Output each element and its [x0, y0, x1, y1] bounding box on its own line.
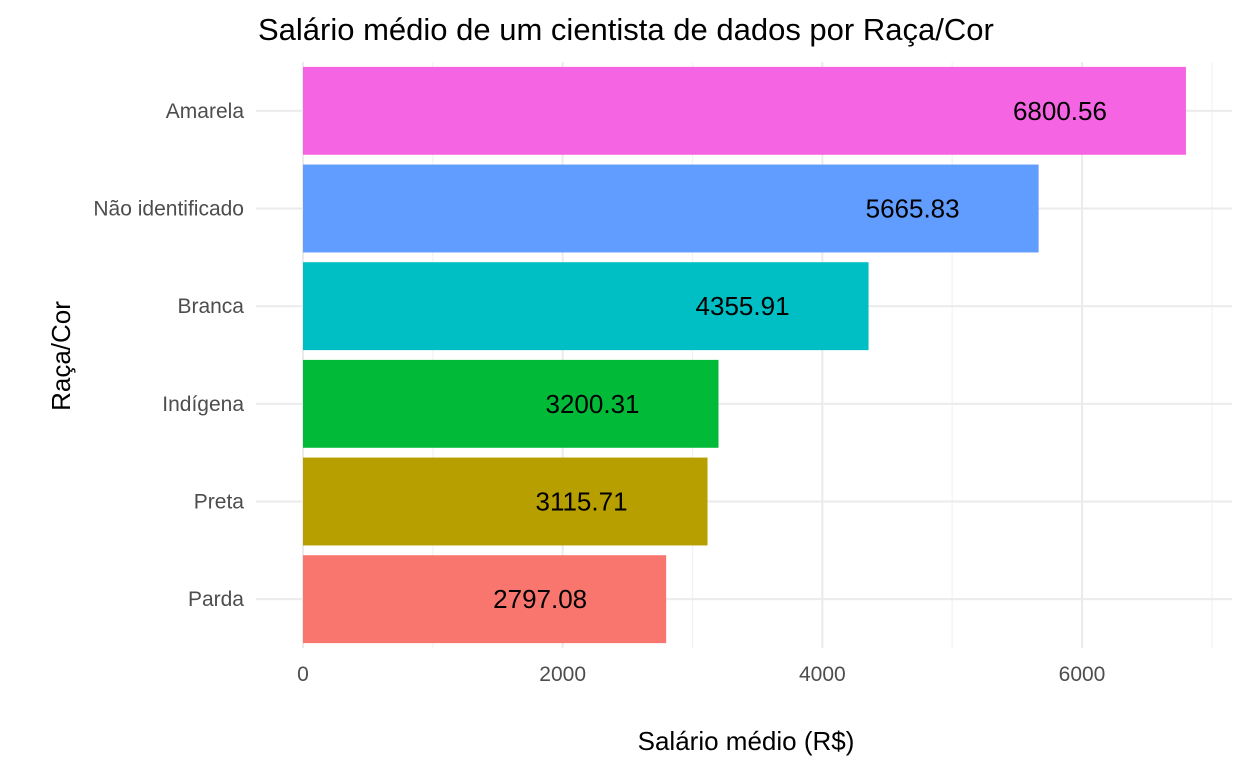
y-axis-title: Raça/Cor [46, 301, 76, 411]
y-tick-label: Amarela [166, 100, 245, 123]
bar [303, 359, 719, 448]
x-tick-label: 6000 [1059, 663, 1106, 686]
bar [303, 555, 667, 644]
y-tick-label: Branca [177, 295, 244, 318]
bar [303, 262, 869, 351]
x-tick-label: 0 [297, 663, 309, 686]
bar-value-label: 4355.91 [696, 291, 790, 321]
x-tick-label: 2000 [539, 663, 586, 686]
value-labels: 6800.56 5665.83 4355.91 3200.31 3115.71 2797.… [493, 96, 1107, 614]
bar-value-label: 3115.71 [535, 487, 627, 517]
y-tick-label: Parda [188, 588, 244, 611]
bar-value-label: 2797.08 [493, 584, 587, 614]
y-tick-label: Não identificado [93, 198, 244, 221]
bar [303, 457, 708, 546]
bars [303, 66, 1186, 644]
bar-value-label: 6800.56 [1013, 96, 1107, 126]
x-axis-tick-labels: 0 2000 4000 6000 [297, 663, 1105, 686]
y-axis-tick-labels: Amarela Não identificado Branca Indígena Pre… [93, 100, 244, 611]
y-tick-label: Indígena [162, 393, 244, 416]
chart-title: Salário médio de um cientista de dados p… [258, 12, 994, 47]
y-tick-label: Preta [194, 491, 245, 514]
bar [303, 164, 1039, 253]
bar-value-label: 3200.31 [546, 389, 640, 419]
bar-value-label: 5665.83 [866, 194, 960, 224]
x-axis-title: Salário médio (R$) [638, 726, 855, 756]
x-tick-label: 4000 [799, 663, 846, 686]
bar [303, 66, 1186, 155]
